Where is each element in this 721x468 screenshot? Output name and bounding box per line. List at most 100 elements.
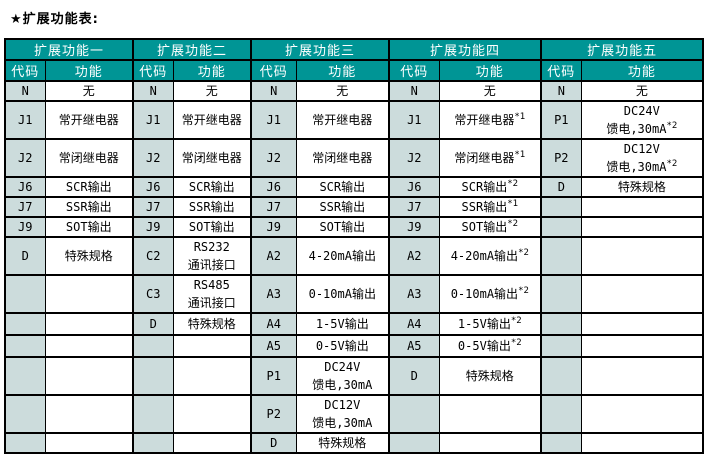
- extension-function-table: 扩展功能一 扩展功能二 扩展功能三 扩展功能四 扩展功能五 代码 功能 代码 功…: [4, 38, 705, 454]
- func-cell: 特殊规格: [44, 236, 134, 276]
- code-cell: D: [250, 432, 297, 454]
- func-text: SCR输出*2: [461, 179, 519, 195]
- func-cell: 常闭继电器: [44, 138, 134, 178]
- func-text: SCR输出: [65, 180, 112, 194]
- func-cell: SCR输出*2: [438, 176, 542, 198]
- code-cell: J9: [132, 216, 174, 238]
- func-cell: [172, 432, 252, 454]
- func-cell: 常开继电器: [44, 100, 134, 140]
- code-cell: [540, 216, 582, 238]
- func-text: 馈电,30mA: [312, 378, 373, 392]
- func-text: 无: [635, 84, 648, 98]
- code-cell: J2: [250, 138, 297, 178]
- func-text: 特殊规格: [187, 317, 236, 331]
- code-cell: N: [250, 80, 297, 102]
- func-cell: [44, 394, 134, 434]
- code-cell: [132, 394, 174, 434]
- code-cell: P1: [540, 100, 582, 140]
- func-cell: SOT输出: [295, 216, 390, 238]
- func-cell: [172, 334, 252, 358]
- func-cell: DC24V 馈电,30mA*2: [580, 100, 704, 140]
- func-text: 特殊规格: [617, 180, 666, 194]
- group-header-3: 扩展功能三: [250, 38, 390, 61]
- func-cell: [438, 394, 542, 434]
- code-cell: [4, 312, 46, 336]
- code-cell: [540, 394, 582, 434]
- func-cell: [172, 356, 252, 396]
- column-header-row: 代码 功能 代码 功能 代码 功能 代码 功能 代码 功能: [4, 59, 704, 82]
- footnote-marker: *2: [518, 248, 529, 258]
- footnote-marker: *2: [507, 179, 519, 189]
- func-cell: [44, 432, 134, 454]
- group-header-row: 扩展功能一 扩展功能二 扩展功能三 扩展功能四 扩展功能五: [4, 38, 704, 61]
- func-cell: 常闭继电器: [172, 138, 252, 178]
- code-cell: D: [540, 176, 582, 198]
- func-cell: [580, 312, 704, 336]
- func-text: 无: [336, 84, 349, 98]
- func-text: RS485: [193, 278, 230, 292]
- func-cell: [44, 274, 134, 314]
- code-cell: [4, 394, 46, 434]
- func-cell: [44, 334, 134, 358]
- code-cell: P2: [540, 138, 582, 178]
- func-text: 通讯接口: [187, 258, 236, 272]
- func-cell: 无: [172, 80, 252, 102]
- func-text: SOT输出: [319, 220, 366, 234]
- code-cell: N: [132, 80, 174, 102]
- func-cell: 特殊规格: [295, 432, 390, 454]
- group-header-5: 扩展功能五: [540, 38, 704, 61]
- code-cell: J6: [388, 176, 440, 198]
- table-row: J6 SCR输出 J6 SCR输出 J6 SCR输出 J6 SCR输出*2 D 特殊规格: [4, 176, 704, 198]
- func-cell: 无: [295, 80, 390, 102]
- func-cell: 无: [580, 80, 704, 102]
- func-cell: 4-20mA输出*2: [438, 236, 542, 276]
- func-text: 1-5V输出*2: [457, 316, 522, 332]
- table-row: P1 DC24V 馈电,30mA D 特殊规格: [4, 356, 704, 396]
- footnote-marker: *2: [518, 286, 529, 296]
- table-row: D 特殊规格 A4 1-5V输出 A4 1-5V输出*2: [4, 312, 704, 336]
- func-cell: 常闭继电器*1: [438, 138, 542, 178]
- table-row: D 特殊规格 C2 RS232 通讯接口 A2 4-20mA输出 A2 4-20mA输出*2: [4, 236, 704, 276]
- func-text: 特殊规格: [318, 436, 367, 450]
- code-cell: [540, 274, 582, 314]
- code-cell: [540, 196, 582, 218]
- func-text: 馈电,30mA*2: [606, 159, 678, 175]
- code-cell: D: [4, 236, 46, 276]
- func-text: SOT输出: [188, 220, 235, 234]
- table-row: C3 RS485 通讯接口 A3 0-10mA输出 A3 0-10mA输出*2: [4, 274, 704, 314]
- code-column-header: 代码: [4, 59, 46, 82]
- code-cell: J1: [388, 100, 440, 140]
- func-column-header: 功能: [580, 59, 704, 82]
- func-text: 0-5V输出: [315, 339, 369, 353]
- func-column-header: 功能: [172, 59, 252, 82]
- code-cell: J9: [388, 216, 440, 238]
- func-cell: 0-10mA输出: [295, 274, 390, 314]
- page: ★扩展功能表: 扩展功能一 扩展功能二 扩展功能三 扩展功能四 扩展功能五 代码…: [4, 12, 705, 454]
- func-text: 4-20mA输出*2: [450, 248, 529, 264]
- code-cell: J1: [132, 100, 174, 140]
- code-cell: J7: [388, 196, 440, 218]
- func-cell: 特殊规格: [580, 176, 704, 198]
- func-cell: [44, 312, 134, 336]
- func-text: DC24V: [623, 104, 660, 118]
- code-cell: N: [4, 80, 46, 102]
- code-column-header: 代码: [250, 59, 297, 82]
- func-text: SCR输出: [188, 180, 235, 194]
- func-cell: SSR输出*1: [438, 196, 542, 218]
- code-cell: J9: [250, 216, 297, 238]
- code-cell: [388, 432, 440, 454]
- table-row: D 特殊规格: [4, 432, 704, 454]
- table-row: J7 SSR输出 J7 SSR输出 J7 SSR输出 J7 SSR输出*1: [4, 196, 704, 218]
- footnote-marker: *2: [666, 159, 678, 169]
- func-cell: [580, 274, 704, 314]
- func-cell: 特殊规格: [438, 356, 542, 396]
- func-cell: SOT输出: [172, 216, 252, 238]
- func-text: 0-10mA输出*2: [450, 286, 529, 302]
- func-cell: RS485 通讯接口: [172, 274, 252, 314]
- code-cell: P1: [250, 356, 297, 396]
- footnote-marker: *2: [510, 316, 522, 326]
- func-text: DC12V: [324, 398, 361, 412]
- code-cell: D: [388, 356, 440, 396]
- func-text: 常开继电器*1: [454, 112, 526, 128]
